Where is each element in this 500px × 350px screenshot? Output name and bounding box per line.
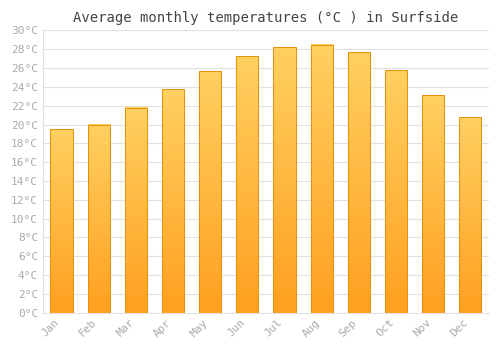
- Bar: [385, 70, 407, 313]
- Bar: [162, 89, 184, 313]
- Bar: [422, 95, 444, 313]
- Bar: [50, 129, 72, 313]
- Bar: [124, 107, 147, 313]
- Bar: [310, 44, 333, 313]
- Bar: [348, 52, 370, 313]
- Bar: [236, 56, 258, 313]
- Bar: [274, 47, 295, 313]
- Bar: [459, 117, 481, 313]
- Title: Average monthly temperatures (°C ) in Surfside: Average monthly temperatures (°C ) in Su…: [74, 11, 458, 25]
- Bar: [88, 125, 110, 313]
- Bar: [199, 71, 222, 313]
